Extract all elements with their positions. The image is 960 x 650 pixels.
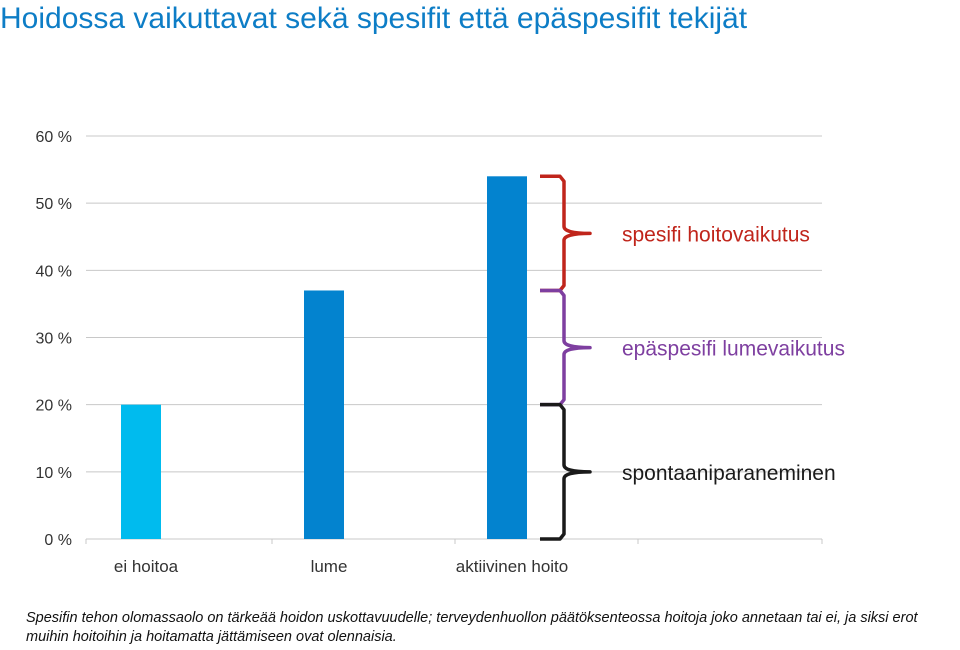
brace-label: epäspesifi lumevaikutus xyxy=(622,338,845,361)
bars xyxy=(121,176,527,540)
y-tick-label: 30 % xyxy=(36,331,72,348)
x-tick-label: lume xyxy=(311,557,348,576)
y-tick-label: 20 % xyxy=(36,398,72,415)
page-title: Hoidossa vaikuttavat sekä spesifit että … xyxy=(0,2,748,35)
x-axis-labels: ei hoitoa lume aktiivinen hoito xyxy=(114,557,568,576)
y-tick-label: 60 % xyxy=(36,129,72,146)
brace xyxy=(540,288,592,407)
caption-text: Spesifin tehon olomassaolo on tärkeää ho… xyxy=(26,610,918,645)
y-axis-ticks: 0 % 10 % 20 % 30 % 40 % 50 % 60 % xyxy=(36,129,72,549)
x-tick-label: ei hoitoa xyxy=(114,557,179,576)
bar xyxy=(304,290,344,539)
y-tick-label: 40 % xyxy=(36,263,72,280)
y-tick-label: 50 % xyxy=(36,196,72,213)
brace-label: spesifi hoitovaikutus xyxy=(622,223,810,246)
y-tick-label: 10 % xyxy=(36,465,72,482)
brace-annotations: spesifi hoitovaikutus epäspesifi lumevaik… xyxy=(540,174,845,541)
brace xyxy=(540,174,592,293)
y-tick-label: 0 % xyxy=(44,532,72,549)
gridlines xyxy=(85,135,823,544)
bar xyxy=(487,176,527,540)
bar xyxy=(121,404,161,539)
brace-label: spontaaniparaneminen xyxy=(622,462,836,485)
brace xyxy=(540,402,592,541)
bar-chart: 0 % 10 % 20 % 30 % 40 % 50 % 60 % ei hoitoa lum… xyxy=(36,129,845,576)
x-tick-label: aktiivinen hoito xyxy=(456,557,568,576)
